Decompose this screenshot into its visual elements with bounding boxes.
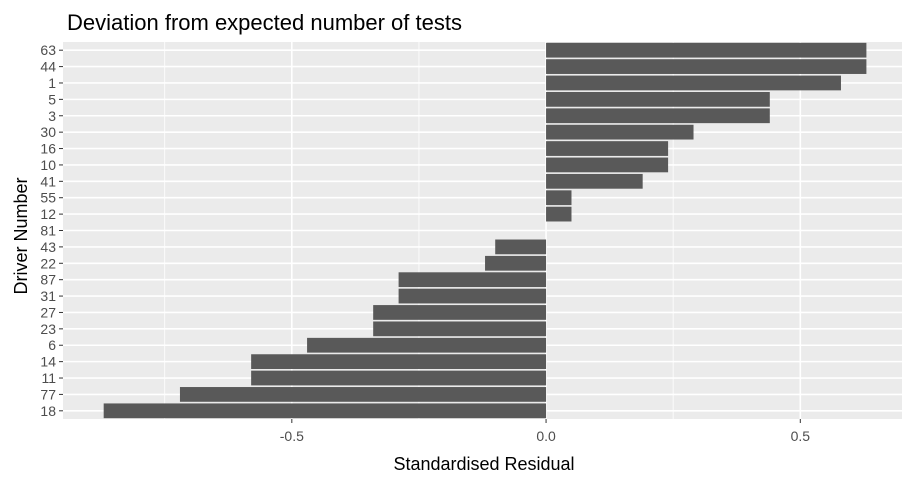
bar bbox=[546, 75, 841, 91]
x-tick-label: -0.5 bbox=[280, 428, 304, 444]
y-tick-label: 23 bbox=[40, 321, 56, 337]
bar bbox=[546, 141, 669, 156]
y-tick-label: 31 bbox=[40, 288, 56, 304]
bar bbox=[546, 108, 770, 124]
bar bbox=[398, 272, 547, 288]
y-tick-label: 87 bbox=[40, 272, 56, 288]
bar bbox=[251, 354, 547, 370]
y-tick-label: 22 bbox=[40, 255, 56, 271]
y-tick-label: 12 bbox=[40, 206, 56, 222]
y-tick-label: 81 bbox=[40, 223, 56, 239]
x-tick-label: 0.0 bbox=[536, 428, 556, 444]
bar bbox=[546, 173, 643, 189]
bar bbox=[546, 42, 867, 58]
x-tick-label: 0.5 bbox=[791, 428, 811, 444]
bar bbox=[307, 337, 547, 353]
y-tick-label: 3 bbox=[48, 108, 56, 124]
bar bbox=[398, 288, 547, 304]
y-tick-label: 10 bbox=[40, 157, 56, 173]
bar bbox=[373, 321, 547, 337]
bar bbox=[485, 255, 547, 271]
bar bbox=[495, 239, 547, 255]
y-tick-label: 14 bbox=[40, 354, 56, 370]
bar bbox=[546, 157, 669, 173]
bar bbox=[103, 403, 547, 419]
bars bbox=[103, 42, 867, 419]
y-tick-label: 55 bbox=[40, 190, 56, 206]
y-axis: 6344153301610415512814322873127236141177… bbox=[40, 42, 63, 419]
bar bbox=[546, 91, 770, 107]
bar bbox=[546, 206, 572, 222]
y-tick-label: 30 bbox=[40, 124, 56, 140]
x-axis: -0.5 0.0 0.5 bbox=[280, 419, 810, 444]
bar bbox=[546, 190, 572, 206]
y-tick-label: 27 bbox=[40, 304, 56, 320]
chart-title: Deviation from expected number of tests bbox=[67, 10, 462, 35]
y-tick-label: 41 bbox=[40, 173, 56, 189]
y-tick-label: 63 bbox=[40, 42, 56, 58]
y-tick-label: 18 bbox=[40, 403, 56, 419]
y-tick-label: 43 bbox=[40, 239, 56, 255]
y-tick-label: 5 bbox=[48, 91, 56, 107]
y-tick-label: 6 bbox=[48, 337, 56, 353]
bar bbox=[179, 387, 547, 402]
x-axis-title: Standardised Residual bbox=[393, 454, 574, 474]
y-tick-label: 1 bbox=[48, 75, 56, 91]
bar bbox=[546, 59, 867, 74]
y-tick-label: 44 bbox=[40, 59, 56, 75]
y-tick-label: 77 bbox=[40, 386, 56, 402]
y-tick-label: 16 bbox=[40, 141, 56, 157]
bar bbox=[546, 124, 694, 140]
bar bbox=[373, 305, 547, 320]
bar bbox=[251, 370, 547, 386]
y-axis-title: Driver Number bbox=[11, 177, 31, 294]
y-tick-label: 11 bbox=[41, 370, 56, 386]
